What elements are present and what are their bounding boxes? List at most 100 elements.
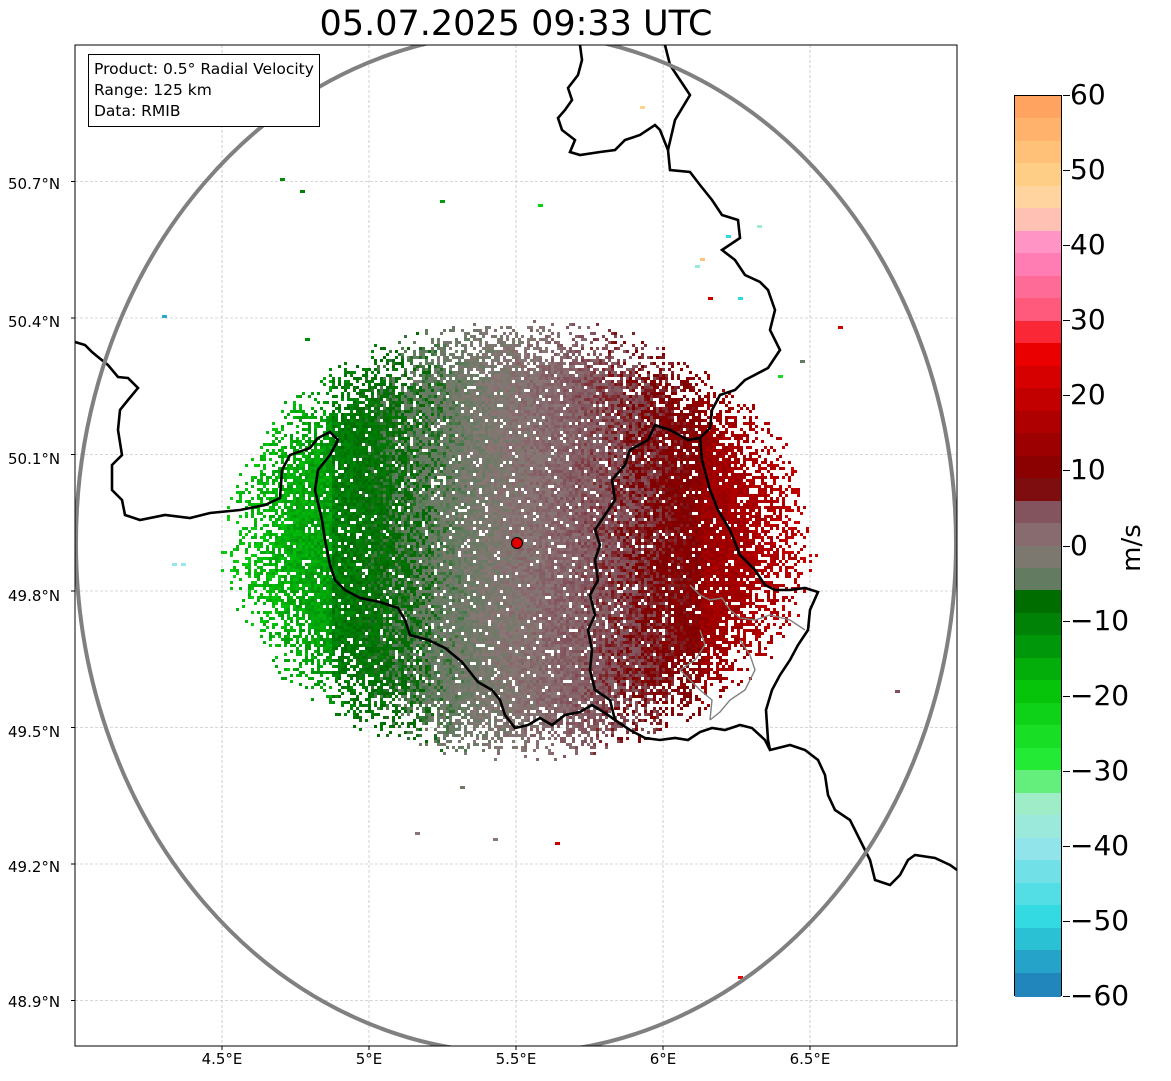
velocity-echo [569,428,572,431]
velocity-echo [590,374,593,377]
velocity-echo [512,431,515,434]
velocity-echo [425,389,428,392]
velocity-echo [476,398,479,401]
velocity-echo [641,404,644,407]
velocity-echo [353,464,356,467]
velocity-echo [344,374,347,377]
velocity-echo [521,443,524,446]
velocity-echo [638,458,641,461]
velocity-echo [536,419,539,422]
velocity-echo [674,440,677,443]
velocity-echo [485,332,488,335]
velocity-echo [572,401,575,404]
velocity-echo [470,404,473,407]
velocity-echo [746,446,749,449]
velocity-echo [665,389,668,392]
velocity-echo [347,437,350,440]
velocity-echo [398,449,401,452]
velocity-echo [506,437,509,440]
velocity-echo [560,404,563,407]
velocity-echo [485,362,488,365]
velocity-echo [512,416,515,419]
velocity-echo [602,467,605,470]
velocity-echo [473,347,476,350]
velocity-echo [671,416,674,419]
velocity-echo [608,356,611,359]
velocity-echo [374,458,377,461]
velocity-echo [548,452,551,455]
velocity-echo [482,437,485,440]
velocity-echo [725,473,728,476]
velocity-echo [605,458,608,461]
velocity-echo [452,452,455,455]
velocity-echo [713,449,716,452]
velocity-echo [461,344,464,347]
velocity-echo [527,341,530,344]
velocity-echo [608,458,611,461]
velocity-echo [437,470,440,473]
velocity-echo [695,431,698,434]
velocity-echo [467,365,470,368]
velocity-echo [491,458,494,461]
velocity-echo [635,383,638,386]
velocity-echo [314,470,317,473]
velocity-echo [617,428,620,431]
velocity-echo [326,392,329,395]
velocity-echo [680,458,683,461]
velocity-echo [488,413,491,416]
velocity-echo [533,353,536,356]
velocity-echo [536,425,539,428]
velocity-echo [422,386,425,389]
velocity-echo [494,440,497,443]
velocity-echo [677,473,680,476]
velocity-echo [509,386,512,389]
velocity-echo [587,404,590,407]
velocity-echo [449,419,452,422]
velocity-echo [533,464,536,467]
velocity-echo [491,410,494,413]
velocity-echo [425,374,428,377]
velocity-echo [293,455,296,458]
velocity-echo [389,389,392,392]
velocity-echo [269,452,272,455]
velocity-echo [593,338,596,341]
velocity-echo [272,422,275,425]
velocity-echo [512,455,515,458]
velocity-echo [596,446,599,449]
velocity-echo [569,410,572,413]
velocity-echo [584,449,587,452]
velocity-echo [656,428,659,431]
velocity-echo [368,431,371,434]
velocity-echo [560,356,563,359]
velocity-echo [404,449,407,452]
velocity-echo [416,425,419,428]
velocity-echo [395,461,398,464]
velocity-echo [575,386,578,389]
velocity-echo [533,377,536,380]
velocity-echo [698,452,701,455]
velocity-echo [659,419,662,422]
velocity-echo [500,446,503,449]
velocity-echo [692,440,695,443]
velocity-echo [503,467,506,470]
velocity-echo [527,458,530,461]
velocity-echo [308,473,311,476]
velocity-echo [479,470,482,473]
velocity-echo [623,341,626,344]
velocity-echo [374,464,377,467]
velocity-echo [449,329,452,332]
velocity-echo [317,458,320,461]
velocity-echo [587,416,590,419]
velocity-echo [626,380,629,383]
velocity-echo [611,440,614,443]
velocity-echo [383,407,386,410]
velocity-echo [683,386,686,389]
velocity-echo [650,461,653,464]
velocity-echo [362,389,365,392]
velocity-echo [323,452,326,455]
velocity-echo [491,350,494,353]
velocity-echo [380,437,383,440]
velocity-echo [422,392,425,395]
velocity-echo [494,359,497,362]
velocity-echo [545,395,548,398]
